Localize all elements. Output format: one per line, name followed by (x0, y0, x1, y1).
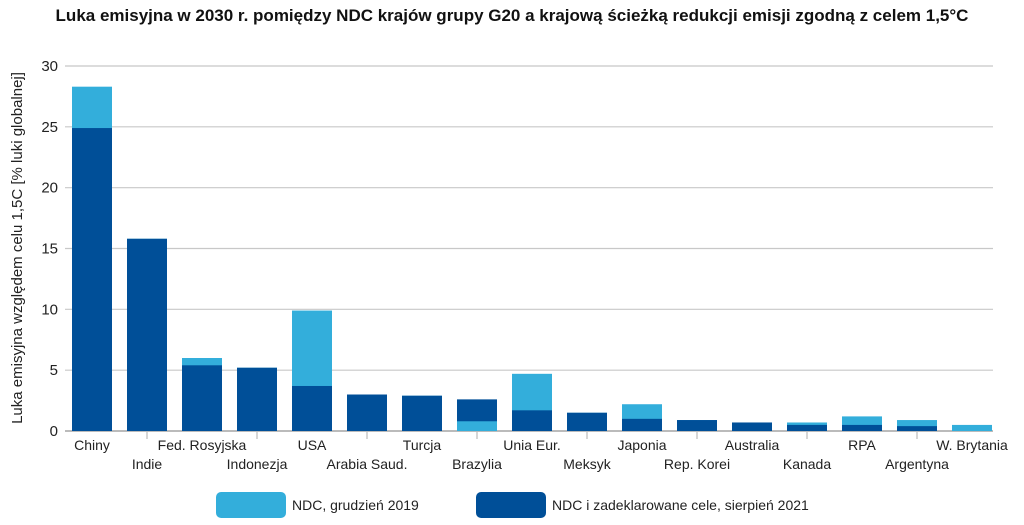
x-tick-label: Chiny (74, 437, 110, 453)
bar-ndc-2021 (292, 385, 332, 431)
x-tick-label: USA (298, 437, 327, 453)
x-tick-label: Indonezja (227, 456, 288, 472)
x-tick-label: W. Brytania (936, 437, 1008, 453)
x-tick-label: Rep. Korei (664, 456, 730, 472)
chart-title: Luka emisyjna w 2030 r. pomiędzy NDC kra… (55, 6, 969, 25)
y-tick-label: 30 (41, 58, 58, 75)
legend-label: NDC i zadeklarowane cele, sierpień 2021 (552, 497, 809, 513)
bar-ndc-2021 (622, 418, 662, 431)
bar-ndc-2021 (182, 365, 222, 431)
x-tick-label: Turcja (403, 437, 442, 453)
y-tick-label: 10 (41, 301, 58, 318)
bar-ndc-2021 (512, 410, 552, 431)
bar-ndc-2021 (787, 424, 827, 431)
x-tick-label: Unia Eur. (503, 437, 561, 453)
x-tick-label: Fed. Rosyjska (158, 437, 247, 453)
bar-ndc-2019 (897, 420, 937, 431)
x-tick-label: Meksyk (563, 456, 611, 472)
x-tick-label: Brazylia (452, 456, 502, 472)
legend-swatch (216, 492, 286, 518)
bar-ndc-2021 (127, 238, 167, 431)
legend-label: NDC, grudzień 2019 (292, 497, 419, 513)
bar-ndc-2021 (347, 394, 387, 431)
legend-swatch (476, 492, 546, 518)
y-axis-label: Luka emisyjna względem celu 1,5C [% luki… (9, 72, 26, 424)
x-tick-label: Arabia Saud. (327, 456, 408, 472)
x-tick-label: Indie (132, 456, 163, 472)
x-tick-label: Japonia (617, 437, 666, 453)
y-tick-label: 20 (41, 180, 58, 197)
x-tick-label: RPA (848, 437, 876, 453)
bar-ndc-2019 (457, 421, 497, 431)
bar-ndc-2021 (567, 412, 607, 431)
x-tick-label: Australia (725, 437, 780, 453)
bar-ndc-2021 (897, 426, 937, 431)
x-tick-label: Kanada (783, 456, 831, 472)
y-tick-label: 25 (41, 119, 58, 136)
bar-ndc-2021 (237, 367, 277, 431)
bar-ndc-2021 (72, 128, 112, 432)
bar-ndc-2019 (952, 424, 992, 431)
bar-ndc-2021 (842, 424, 882, 431)
y-tick-label: 15 (41, 241, 58, 258)
bar-ndc-2021 (677, 420, 717, 431)
y-tick-label: 0 (50, 423, 58, 440)
bar-ndc-2021 (402, 395, 442, 431)
y-tick-label: 5 (50, 362, 58, 379)
x-tick-label: Argentyna (885, 456, 949, 472)
bar-ndc-2021 (732, 422, 772, 431)
